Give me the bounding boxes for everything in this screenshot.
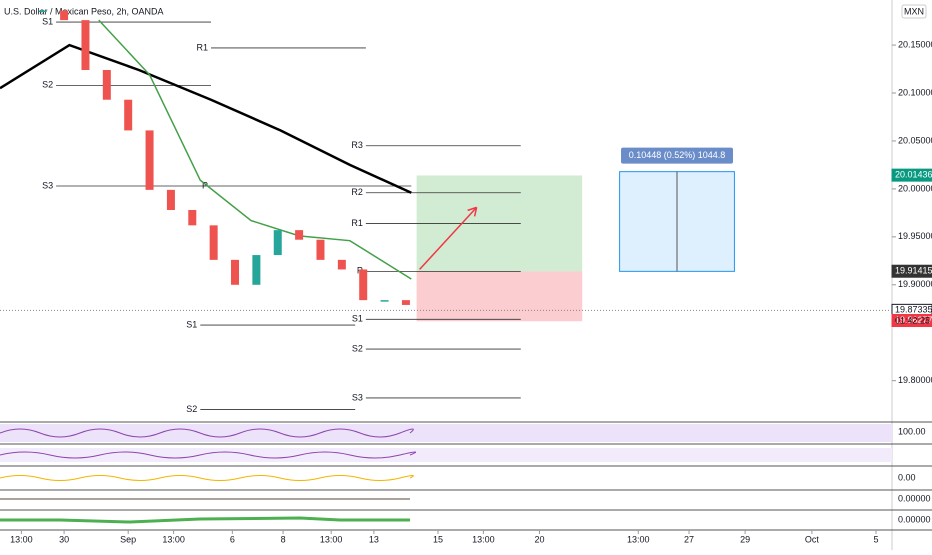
- price-label-bg: [891, 168, 932, 182]
- candle: [166, 189, 175, 210]
- price-label: 19.87335: [895, 305, 932, 315]
- trade-arrow-head: [467, 206, 478, 217]
- pivot-label: S2: [352, 343, 363, 353]
- candle: [273, 230, 282, 256]
- pivot-label: R1: [196, 42, 208, 52]
- stop-zone: [416, 271, 583, 322]
- x-tick-label: 20: [534, 534, 544, 544]
- chart-title: U.S. Dollar / Mexican Peso, 2h, OANDA: [4, 6, 164, 16]
- candle: [188, 210, 197, 226]
- price-label: 20.01436: [895, 170, 932, 180]
- candle: [380, 300, 389, 302]
- pivot-label: R2: [351, 187, 363, 197]
- x-tick-label: Sep: [120, 534, 136, 544]
- candle: [145, 130, 154, 190]
- y-tick-label: 19.95000: [898, 231, 932, 241]
- candle: [124, 99, 133, 131]
- price-label: 19.91415: [895, 266, 932, 276]
- pivot-label: S2: [42, 80, 53, 90]
- pivot-label: S2: [186, 404, 197, 414]
- candle: [359, 269, 368, 301]
- measure-label-bg: [621, 147, 734, 164]
- currency: MXN: [904, 6, 924, 16]
- x-tick-label: 13:00: [10, 534, 33, 544]
- x-tick-label: Oct: [805, 534, 820, 544]
- pivot-label: R3: [351, 140, 363, 150]
- y-tick-label: 19.90000: [898, 279, 932, 289]
- x-tick-label: 13:00: [162, 534, 185, 544]
- x-tick-label: 27: [684, 534, 694, 544]
- candle: [38, 10, 47, 13]
- candle: [401, 300, 410, 305]
- price-label: 19.86277: [895, 315, 932, 325]
- rsi-band: [0, 424, 892, 442]
- pivot-label: P: [202, 180, 208, 190]
- measure-label: 0.10448 (0.52%) 1044.8: [629, 150, 726, 160]
- rsi-line: [0, 428, 414, 438]
- pivot-label: S3: [42, 180, 53, 190]
- lower-panes: [0, 421, 932, 531]
- y-tick-label: 20.05000: [898, 135, 932, 145]
- pane-label: 0.00000: [898, 493, 931, 503]
- pane-label: 100.00: [898, 426, 926, 436]
- x-tick-label: 13:00: [627, 534, 650, 544]
- price-label-bg: [891, 313, 932, 327]
- trade-arrow: [419, 206, 478, 270]
- osc-line: [0, 451, 417, 459]
- x-tick-label: 6: [230, 534, 235, 544]
- moving-average: [0, 43, 412, 194]
- candle: [81, 20, 90, 70]
- x-tick-label: 29: [740, 534, 750, 544]
- x-tick-label: 13:00: [320, 534, 343, 544]
- currency-box: [901, 4, 927, 19]
- x-tick-label: 30: [59, 534, 69, 544]
- candle: [231, 259, 240, 285]
- y-tick-label: 20.15000: [898, 39, 932, 49]
- candle: [252, 255, 261, 285]
- candle: [209, 225, 218, 260]
- price-label-bg: [891, 264, 932, 278]
- candle: [295, 230, 304, 240]
- pane-label: 0.00: [898, 472, 916, 482]
- x-tick-label: 13: [369, 534, 379, 544]
- y-tick-label: 20.10000: [898, 87, 932, 97]
- y-tick-label: 20.00000: [898, 183, 932, 193]
- pane-label: 0.00000: [898, 514, 931, 524]
- y-tick-label: 19.80000: [898, 375, 932, 385]
- countdown: 01:42:25: [895, 316, 930, 326]
- candle: [60, 10, 69, 21]
- pivot-label: S1: [186, 319, 197, 329]
- x-tick-label: 15: [433, 534, 443, 544]
- pivot-label: S1: [352, 314, 363, 324]
- trend-line: [0, 516, 410, 524]
- x-tick-label: 8: [281, 534, 286, 544]
- candle: [102, 70, 111, 100]
- pivot-label: S3: [352, 392, 363, 402]
- candle: [316, 239, 325, 260]
- band: [0, 448, 892, 462]
- pivot-label: R1: [351, 218, 363, 228]
- moving-average: [98, 19, 412, 280]
- osc-line: [0, 475, 414, 481]
- x-tick-label: 5: [873, 534, 878, 544]
- pivot-label: S1: [42, 16, 53, 26]
- x-tick-label: 13:00: [472, 534, 495, 544]
- candle: [337, 259, 346, 270]
